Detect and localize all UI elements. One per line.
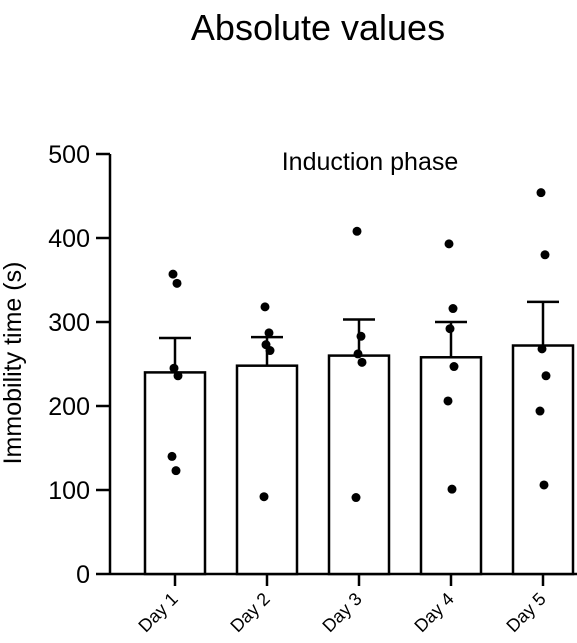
y-axis-label: Immobility time (s) — [0, 262, 27, 465]
bar — [419, 356, 483, 576]
data-point — [447, 484, 457, 494]
data-point — [264, 328, 274, 338]
data-point — [535, 406, 545, 416]
data-point — [169, 363, 179, 373]
y-tick-label: 0 — [76, 561, 90, 589]
plot-area: 0 100 200 300 400 500 Day 1 Day 2 Day 3 Day 4 Day … — [48, 141, 577, 636]
data-point — [539, 480, 549, 490]
bar — [327, 354, 391, 576]
x-tick-label: Day 1 — [134, 589, 181, 636]
data-point — [351, 493, 361, 503]
data-point — [540, 250, 550, 260]
data-point — [444, 239, 454, 249]
x-tick-label: Day 5 — [502, 589, 549, 636]
bar — [511, 344, 575, 576]
data-point — [357, 357, 367, 367]
data-point — [443, 396, 453, 406]
data-point — [172, 278, 182, 288]
y-tick-label: 500 — [48, 141, 90, 169]
bar — [235, 364, 299, 576]
data-point — [168, 269, 178, 279]
y-tick-label: 200 — [48, 393, 90, 421]
data-point — [259, 492, 269, 502]
data-point — [536, 188, 546, 198]
data-point — [353, 349, 363, 359]
data-point — [445, 324, 455, 334]
data-point — [537, 344, 547, 354]
data-point — [448, 304, 458, 314]
x-tick-label: Day 4 — [410, 589, 457, 636]
data-point — [171, 466, 181, 476]
data-point — [352, 226, 362, 236]
data-point — [356, 331, 366, 341]
y-tick-label: 400 — [48, 225, 90, 253]
data-point — [260, 302, 270, 312]
x-tick-label: Day 3 — [318, 589, 365, 636]
data-point — [173, 371, 183, 381]
data-point — [167, 451, 177, 461]
data-point — [265, 346, 275, 356]
chart-annotation: Induction phase — [282, 148, 459, 176]
y-tick-label: 300 — [48, 309, 90, 337]
x-tick-label: Day 2 — [226, 589, 273, 636]
y-tick-label: 100 — [48, 477, 90, 505]
chart-title: Absolute values — [191, 7, 445, 48]
data-point — [449, 362, 459, 372]
data-point — [541, 371, 551, 381]
